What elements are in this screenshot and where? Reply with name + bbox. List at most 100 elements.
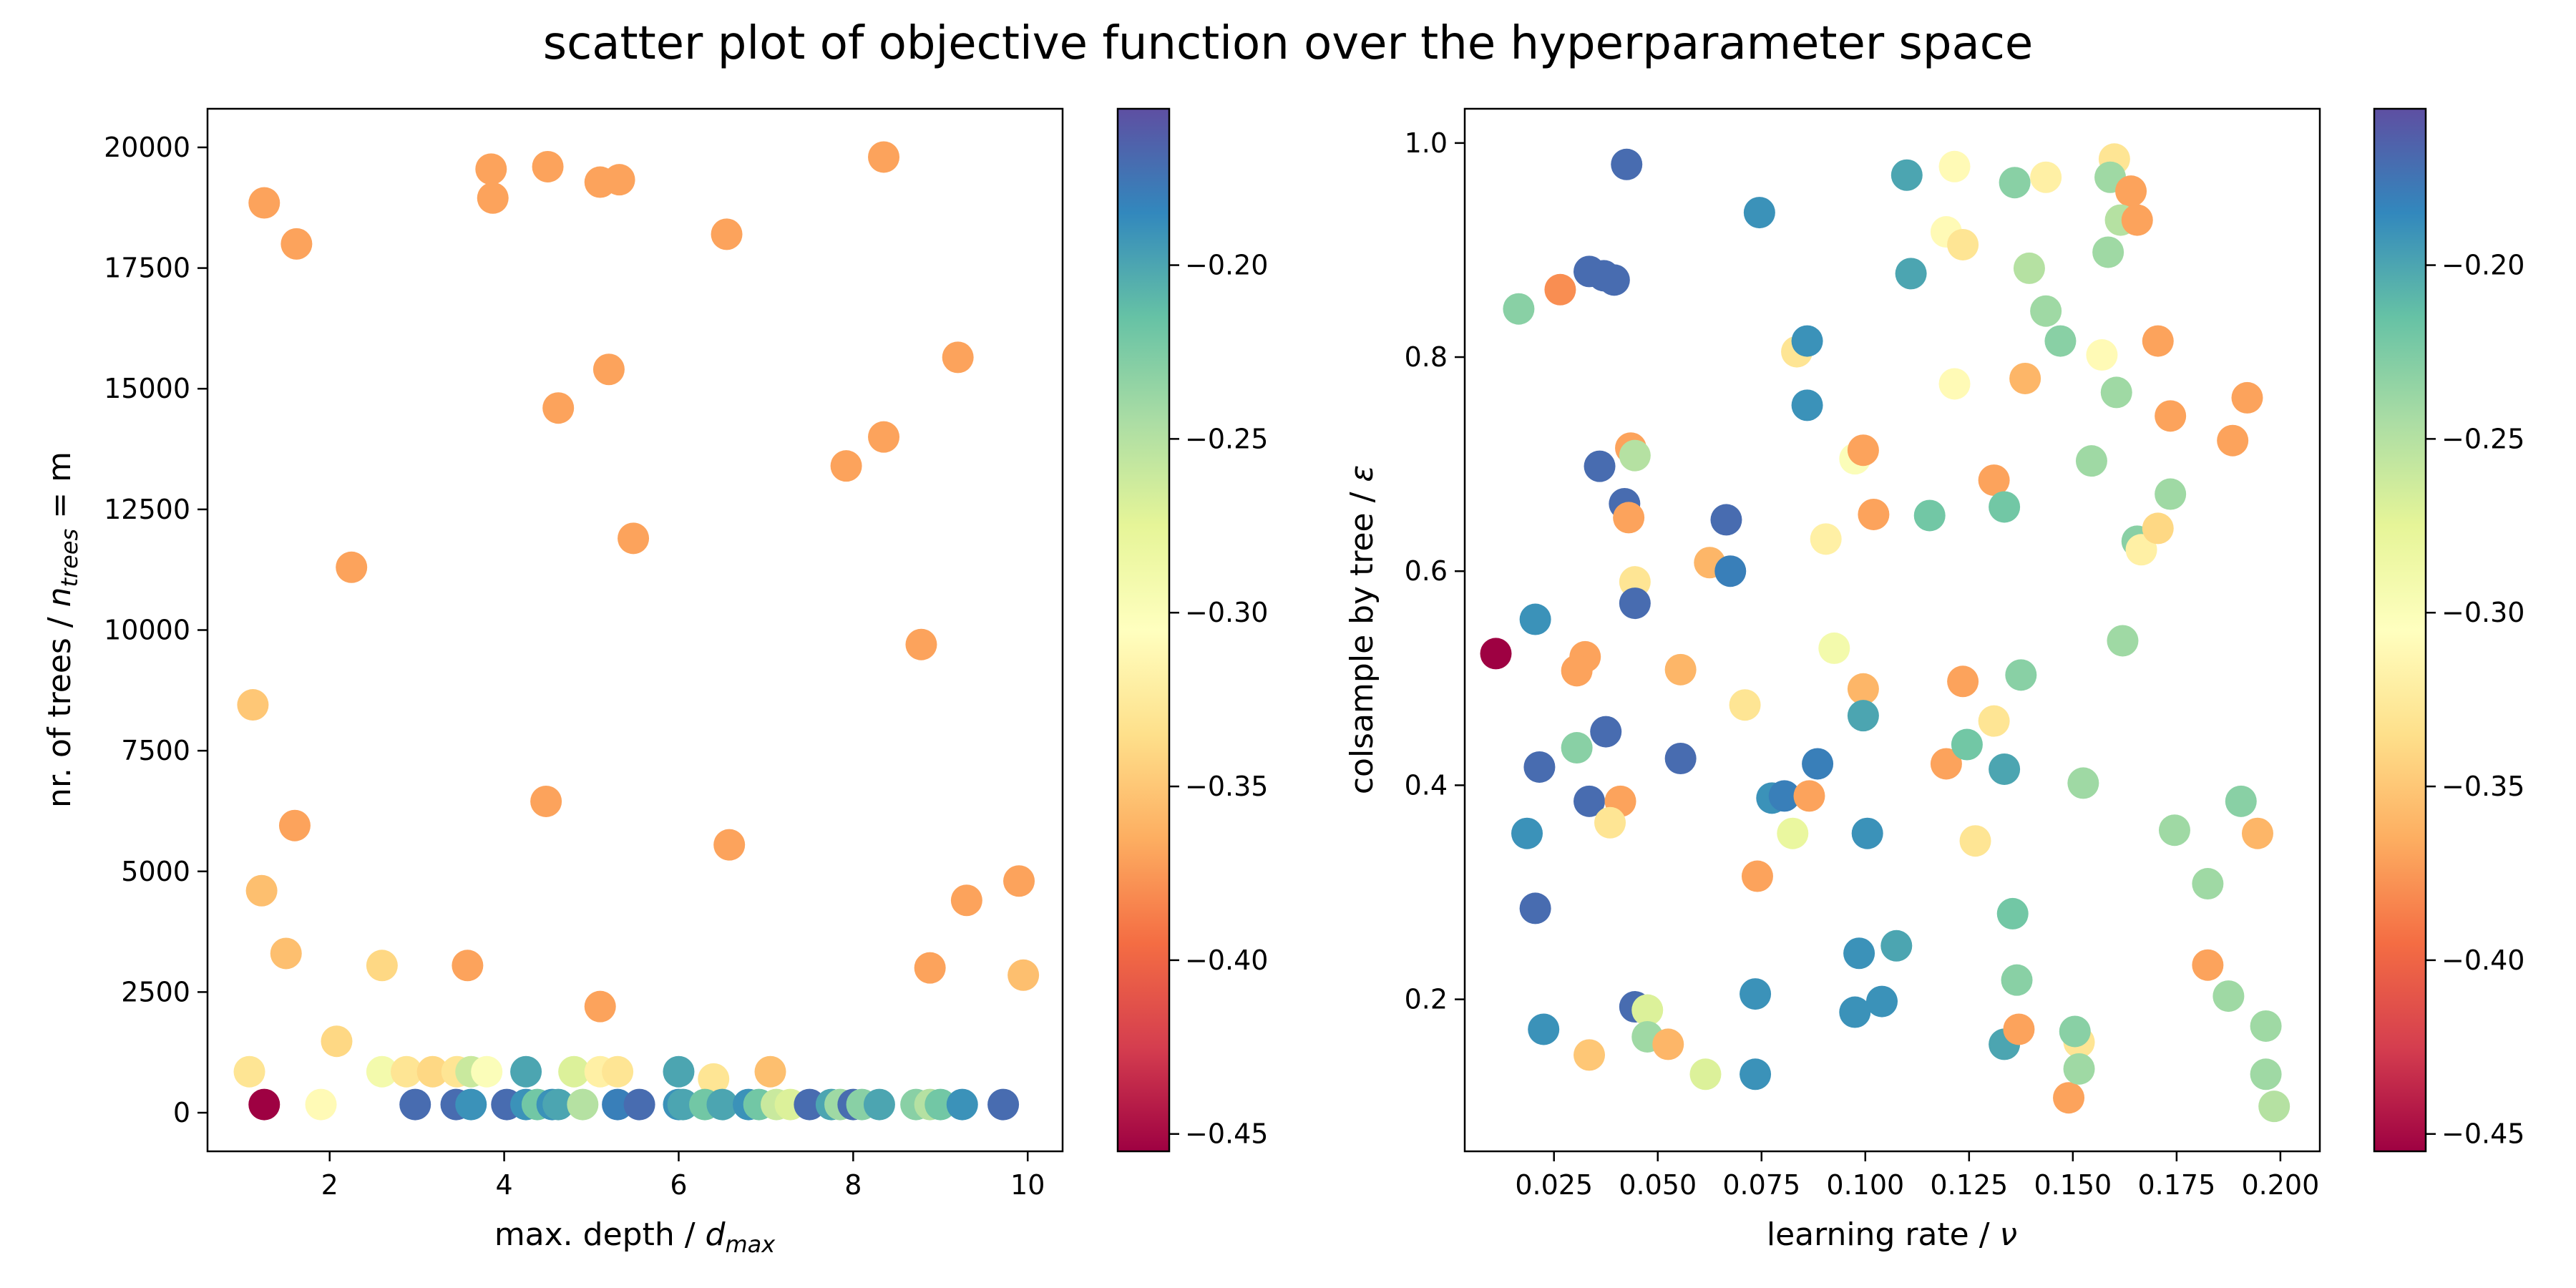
scatter-point — [237, 689, 269, 721]
scatter-point — [1865, 985, 1898, 1018]
scatter-point — [1930, 748, 1962, 780]
scatter-point — [2003, 1013, 2035, 1045]
scatter-point — [1574, 785, 1606, 817]
y-tick-label: 0.2 — [1405, 984, 1448, 1015]
scatter-point — [754, 1055, 786, 1088]
scatter-point — [233, 1055, 265, 1088]
scatter-point — [2013, 252, 2045, 284]
scatter-point — [1890, 159, 1923, 191]
scatter-point — [321, 1025, 353, 1058]
scatter-point — [1743, 197, 1775, 229]
scatter-point — [1729, 689, 1761, 721]
scatter-point — [1843, 937, 1875, 970]
colorbar-tick-label: −0.40 — [1185, 945, 1268, 976]
scatter-point — [245, 874, 278, 907]
scatter-point — [2107, 625, 2139, 657]
colorbar-tick-label: −0.35 — [2441, 771, 2524, 802]
scatter-point — [475, 153, 507, 185]
scatter-point — [706, 1088, 738, 1121]
y-tick-label: 20000 — [104, 132, 190, 163]
scatter-point — [1851, 817, 1883, 849]
scatter-point — [698, 1063, 730, 1095]
x-tick-label: 0.100 — [1826, 1169, 1904, 1201]
scatter-point — [1810, 523, 1842, 555]
scatter-point — [416, 1055, 449, 1088]
scatter-point — [1714, 555, 1747, 587]
scatter-point — [1913, 499, 1946, 532]
scatter-point — [987, 1088, 1020, 1121]
y-tick-label: 10000 — [104, 615, 190, 646]
panel-learning-rate-vs-colsample: 0.025 0.050 0.075 0.100 0.125 0.150 0.175 0.200… — [1344, 107, 2321, 1253]
scatter-point — [2155, 400, 2187, 432]
scatter-point — [477, 182, 509, 214]
x-tick-label: 0.075 — [1722, 1169, 1800, 1201]
scatter-point — [1619, 439, 1651, 472]
scatter-point — [2142, 512, 2174, 545]
colorbar-ticks-right: −0.45 −0.40 −0.35 −0.30 −0.25 −0.20 — [2426, 250, 2524, 1150]
y-tick-label: 7500 — [121, 735, 190, 766]
scatter-point — [924, 1088, 957, 1121]
x-tick-label: 0.125 — [1930, 1169, 2008, 1201]
scatter-point — [1839, 996, 1871, 1028]
scatter-point — [1818, 632, 1850, 664]
scatter-point — [1847, 434, 1879, 467]
scatter-point — [2059, 1015, 2091, 1048]
colorbar-tick-label: −0.20 — [2441, 250, 2524, 281]
scatter-point — [584, 990, 616, 1023]
plot-frame-left — [206, 107, 1064, 1153]
scatter-point — [567, 1088, 599, 1121]
x-tick-label: 0.050 — [1619, 1169, 1697, 1201]
scatter-points-left — [233, 141, 1040, 1121]
x-ticks-right: 0.025 0.050 0.075 0.100 0.125 0.150 0.175 0.200 — [1515, 1151, 2319, 1201]
scatter-point — [1619, 587, 1651, 620]
scatter-point — [2250, 1058, 2282, 1091]
scatter-point — [1802, 748, 1834, 780]
scatter-point — [2192, 868, 2224, 900]
y-tick-label: 17500 — [104, 253, 190, 284]
scatter-point — [2192, 949, 2224, 981]
y-axis-label-left: nr. of trees / ntrees = m — [42, 452, 83, 808]
scatter-point — [1989, 753, 2021, 785]
scatter-point — [905, 628, 937, 660]
scatter-point — [1791, 389, 1823, 421]
x-ticks-left: 2 4 6 8 10 — [321, 1151, 1045, 1201]
scatter-point — [532, 150, 564, 182]
scatter-point — [602, 1055, 634, 1088]
scatter-point — [1947, 665, 1979, 698]
scatter-point — [2142, 325, 2174, 357]
scatter-point — [1858, 498, 1890, 530]
scatter-point — [794, 1088, 826, 1121]
scatter-point — [663, 1055, 695, 1088]
scatter-point — [1594, 806, 1626, 839]
scatter-point — [1999, 167, 2031, 199]
scatter-point — [1989, 491, 2021, 523]
scatter-point — [603, 164, 635, 196]
scatter-point — [270, 937, 302, 970]
scatter-point — [1544, 273, 1576, 306]
scatter-point — [1938, 368, 1971, 400]
scatter-point — [868, 141, 900, 173]
scatter-point — [1598, 264, 1630, 296]
colorbar-tick-label: −0.40 — [2441, 945, 2524, 976]
colorbar-gradient-left — [1116, 107, 1171, 1153]
scatter-point — [1611, 148, 1643, 180]
x-tick-label: 0.200 — [2241, 1169, 2319, 1201]
scatter-point — [1003, 865, 1035, 897]
scatter-point — [1590, 716, 1622, 748]
scatter-point — [1710, 504, 1742, 536]
scatter-point — [830, 450, 862, 482]
scatter-point — [2100, 376, 2132, 409]
scatter-point — [366, 1055, 398, 1088]
scatter-point — [452, 950, 484, 982]
scatter-point — [2001, 964, 2033, 996]
colorbar-left: −0.45 −0.40 −0.35 −0.30 −0.25 −0.20 — [1116, 107, 1268, 1153]
y-tick-label: 0 — [173, 1097, 190, 1128]
scatter-point — [1652, 1028, 1684, 1060]
scatter-point — [1847, 700, 1879, 732]
scatter-point — [2125, 534, 2157, 566]
x-tick-label: 4 — [495, 1169, 512, 1201]
scatter-point — [1880, 930, 1913, 962]
plot-frame-right — [1463, 107, 2321, 1153]
scatter-point — [2005, 659, 2037, 691]
